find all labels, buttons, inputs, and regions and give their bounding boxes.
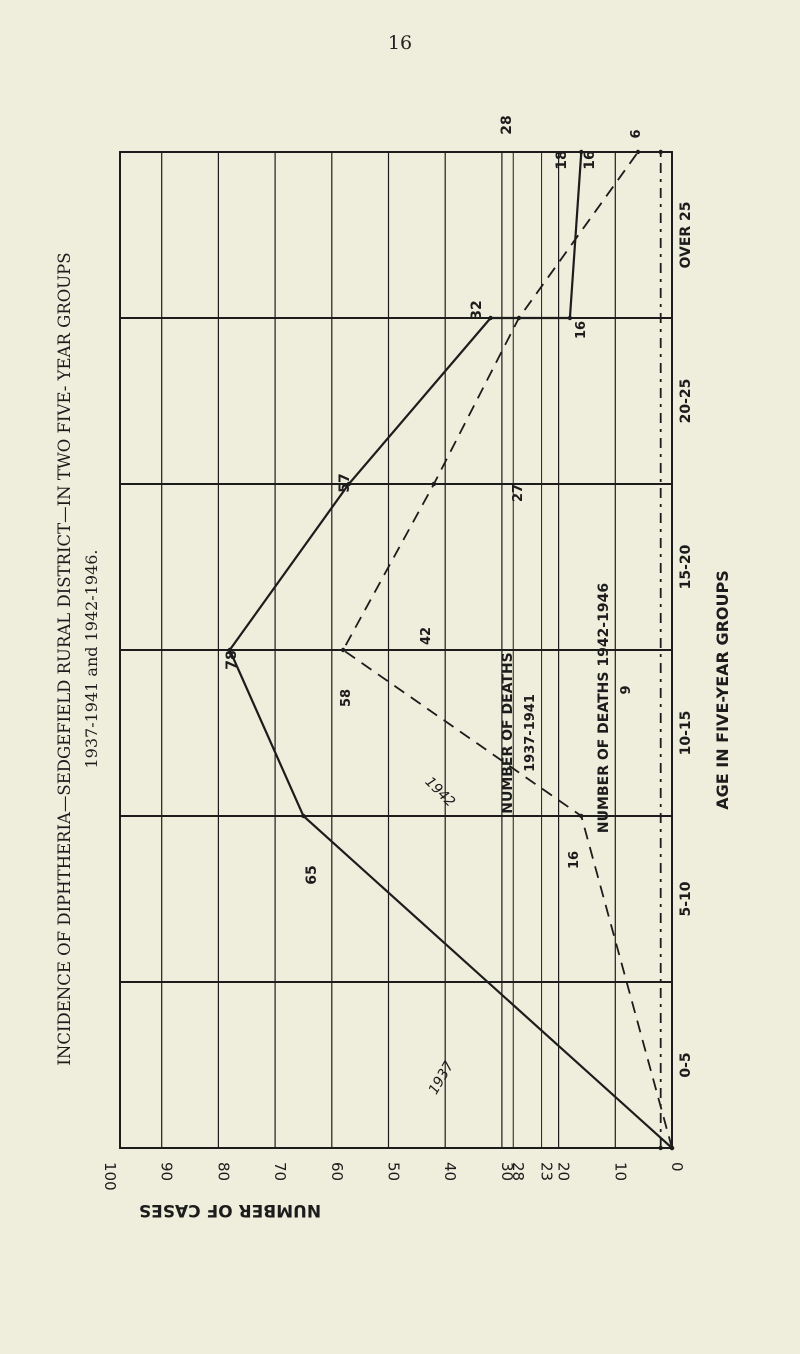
data-label: 16 [567,851,582,869]
series-line [341,151,673,1149]
data-label: 28 [499,115,515,134]
data-point [301,813,306,819]
y-tick-label: 0 [668,1162,686,1172]
data-label: 65 [304,865,320,884]
data-label: 42 [419,627,434,645]
y-tick-label: 28 [509,1162,527,1181]
series-label-years: 1937-1941 [523,694,538,772]
y-tick-label: 80 [214,1162,232,1181]
page-number: 16 [387,32,413,54]
data-label: 18 [554,150,570,169]
category-label: 15-20 [678,544,694,589]
y-tick-label: 70 [271,1162,289,1181]
category-label: 10-15 [678,711,694,756]
data-point [567,315,573,321]
y-axis-label: NUMBER OF CASES [139,1200,321,1220]
y-tick-label: 20 [555,1162,573,1181]
data-label: 9 [619,685,634,694]
category-label: 5-10 [678,881,694,916]
y-tick-label: 90 [158,1162,176,1181]
data-label: 16 [582,150,598,169]
series-label: NUMBER OF DEATHS [500,652,516,814]
category-label: 20-25 [678,379,694,424]
year-annotation: 1937 [426,1058,458,1097]
y-tick-label: 40 [441,1162,459,1181]
category-label: 0-5 [678,1052,694,1077]
category-label: OVER 25 [678,201,694,268]
data-point [658,149,663,155]
data-point [431,481,437,487]
data-point [516,315,522,321]
chart-subtitle: 1937-1941 and 1942-1946. [82,549,101,768]
year-annotation: 1942 [422,774,459,811]
y-tick-label: 100 [101,1162,119,1191]
y-tick-label: 50 [385,1162,403,1181]
data-point [658,1145,663,1151]
data-label: 32 [469,300,485,319]
x-axis-label: AGE IN FIVE-YEAR GROUPS [713,570,732,810]
data-label: 27 [511,484,526,502]
data-point [488,315,493,321]
y-tick-label: 30 [498,1162,516,1181]
data-label: 6 [629,129,644,138]
data-label: 57 [337,473,353,492]
chart-title: INCIDENCE OF DIPHTHERIA—SEDGEFIELD RURAL… [55,252,74,1065]
data-point [340,647,346,653]
data-point [669,1145,675,1151]
data-label: 16 [574,321,589,339]
series-label: NUMBER OF DEATHS 1942-1946 [596,583,612,833]
y-tick-label: 60 [328,1162,346,1181]
y-tick-label: 10 [611,1162,629,1181]
data-point [227,647,232,653]
data-point [346,481,352,487]
data-point [635,149,641,155]
data-label: 58 [339,689,354,707]
data-point [579,149,584,155]
data-label: 78 [224,650,240,669]
y-tick-label: 23 [538,1162,556,1181]
data-point [579,813,584,819]
